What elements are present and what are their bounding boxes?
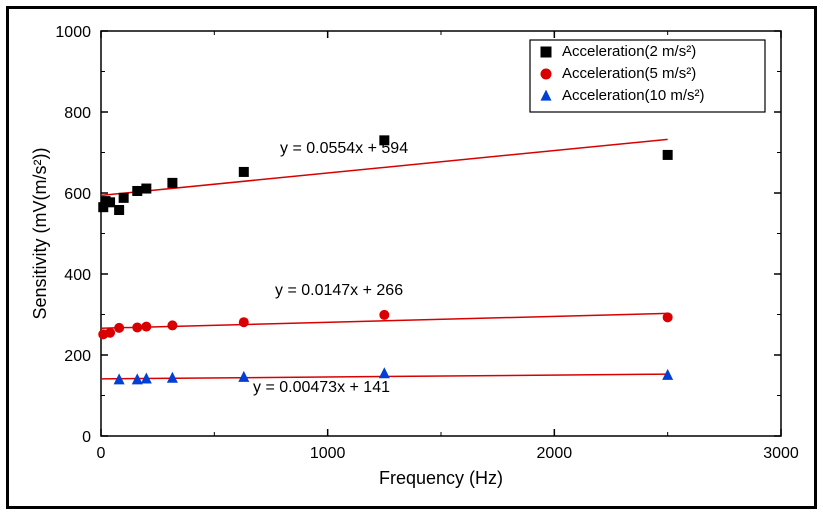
marker-square <box>239 167 249 177</box>
y-tick-label: 1000 <box>55 24 91 41</box>
marker-circle <box>663 312 673 322</box>
legend-label: Acceleration(2 m/s²) <box>562 43 696 60</box>
chart-svg: 0 1000 2000 3000 0 200 400 600 800 1000 Frequency … <box>0 0 823 515</box>
legend-label: Acceleration(10 m/s²) <box>562 87 705 104</box>
marker-circle <box>541 69 552 80</box>
marker-square <box>105 197 115 207</box>
equation-annotation: y = 0.0147x + 266 <box>275 282 403 299</box>
marker-circle <box>105 328 115 338</box>
marker-circle <box>114 323 124 333</box>
y-tick-label: 800 <box>64 105 91 122</box>
equation-annotation: y = 0.0554x + 594 <box>280 140 408 157</box>
x-tick-label: 0 <box>97 445 106 462</box>
marker-square <box>132 186 142 196</box>
y-tick-label: 0 <box>82 429 91 446</box>
marker-square <box>541 47 552 58</box>
marker-square <box>167 178 177 188</box>
marker-square <box>141 184 151 194</box>
x-axis-label: Frequency (Hz) <box>379 468 503 488</box>
x-tick-label: 3000 <box>763 445 799 462</box>
y-axis-label: Sensitivity (mV(m/s²)) <box>30 148 50 320</box>
y-tick-label: 600 <box>64 186 91 203</box>
marker-square <box>119 193 129 203</box>
x-tick-label: 1000 <box>310 445 346 462</box>
equation-annotation: y = 0.00473x + 141 <box>253 379 390 396</box>
marker-square <box>114 205 124 215</box>
legend-label: Acceleration(5 m/s²) <box>562 65 696 82</box>
marker-square <box>663 150 673 160</box>
y-tick-label: 200 <box>64 348 91 365</box>
marker-circle <box>167 320 177 330</box>
marker-circle <box>239 317 249 327</box>
marker-circle <box>132 322 142 332</box>
x-tick-label: 2000 <box>537 445 573 462</box>
marker-circle <box>141 322 151 332</box>
marker-circle <box>379 310 389 320</box>
y-tick-label: 400 <box>64 267 91 284</box>
